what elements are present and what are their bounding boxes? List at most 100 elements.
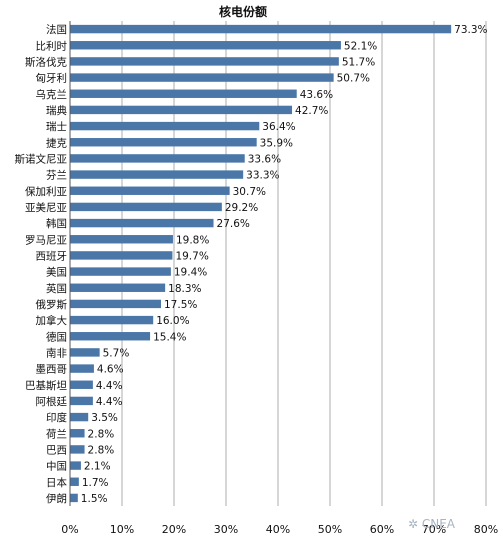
value-label: 15.4%	[153, 331, 186, 343]
bar	[70, 57, 339, 66]
bar	[70, 283, 166, 292]
value-label: 51.7%	[342, 56, 375, 68]
x-tick-label: 10%	[110, 523, 134, 536]
chart-title: 核电份额	[219, 4, 267, 19]
value-label: 73.3%	[454, 24, 487, 36]
value-labels: 73.3% 52.1% 51.7% 50.7% 43.6% 42.7%36.4% 35.9%…	[81, 24, 488, 505]
value-label: 2.8%	[88, 444, 115, 456]
value-label: 4.6%	[97, 364, 124, 376]
bar	[70, 396, 93, 406]
category-label: 亚美尼亚	[25, 201, 67, 214]
bar	[70, 251, 173, 260]
bar	[70, 332, 151, 341]
category-label: 罗马尼亚	[25, 234, 67, 246]
category-label: 荷兰	[46, 427, 67, 440]
category-label: 瑞典	[46, 104, 67, 117]
value-label: 35.9%	[260, 137, 293, 149]
bar	[70, 73, 334, 82]
bar	[70, 235, 173, 244]
value-label: 1.5%	[81, 493, 108, 505]
value-label: 33.6%	[248, 153, 281, 165]
bar	[70, 186, 230, 195]
value-label: 1.7%	[82, 477, 109, 489]
value-label: 4.4%	[96, 380, 123, 392]
bar	[70, 299, 161, 309]
value-label: 19.4%	[174, 267, 207, 279]
value-label: 36.4%	[262, 121, 295, 133]
value-label: 33.3%	[246, 170, 279, 182]
category-label: 乌克兰	[36, 88, 68, 101]
category-label: 斯洛伐克	[25, 55, 67, 68]
bar	[70, 380, 93, 389]
x-tick-label: 20%	[162, 523, 186, 536]
watermark: ✲ CNEA	[407, 517, 455, 531]
category-label: 南非	[46, 346, 67, 359]
category-label: 瑞士	[46, 120, 67, 133]
bar	[70, 154, 245, 163]
category-label: 巴西	[46, 444, 67, 456]
category-label: 印度	[46, 411, 67, 424]
category-label: 捷克	[46, 136, 67, 149]
category-label: 保加利亚	[25, 185, 67, 198]
category-label: 加拿大	[36, 314, 68, 327]
bar	[70, 429, 85, 438]
value-label: 27.6%	[217, 218, 250, 230]
bar	[70, 364, 94, 373]
category-label: 芬兰	[46, 169, 67, 182]
value-label: 2.8%	[88, 428, 115, 440]
bar	[70, 445, 85, 454]
bar	[70, 41, 341, 50]
category-label: 伊朗	[46, 493, 67, 505]
category-label: 巴基斯坦	[25, 379, 67, 392]
bar	[70, 170, 244, 179]
value-label: 19.7%	[175, 250, 208, 262]
bar	[70, 121, 260, 131]
bar	[70, 105, 293, 115]
category-label: 俄罗斯	[36, 298, 68, 311]
bar	[70, 24, 452, 34]
value-label: 30.7%	[233, 186, 266, 198]
bar	[70, 89, 297, 98]
value-label: 17.5%	[164, 299, 197, 311]
category-label: 中国	[46, 460, 67, 473]
bar	[70, 461, 81, 470]
bar	[70, 218, 214, 228]
x-tick-label: 70%	[422, 523, 446, 536]
bar	[70, 315, 154, 325]
value-label: 2.1%	[84, 461, 111, 473]
x-tick-labels: 0% 10% 20% 30% 40% 50% 60% 70% 80%	[61, 523, 498, 536]
category-label: 英国	[46, 282, 67, 295]
category-label: 比利时	[36, 39, 68, 52]
category-label: 匈牙利	[36, 72, 68, 85]
bar	[70, 493, 78, 503]
category-label: 阿根廷	[36, 395, 68, 408]
value-label: 50.7%	[337, 73, 370, 85]
category-labels: 法国比利时斯洛伐克匈牙利乌克兰瑞典瑞士捷克斯诺文尼亚芬兰保加利亚亚美尼亚韩国罗马…	[15, 23, 68, 505]
value-label: 16.0%	[156, 315, 189, 327]
bar	[70, 477, 79, 486]
category-label: 墨西哥	[36, 364, 68, 376]
x-tick-label: 30%	[214, 523, 238, 536]
bar	[70, 412, 89, 422]
x-tick-label: 40%	[266, 523, 290, 536]
x-tick-label: 0%	[61, 523, 78, 536]
gridlines	[121, 21, 487, 506]
x-tick-label: 80%	[474, 523, 498, 536]
bar	[70, 348, 100, 357]
bar	[70, 202, 222, 212]
value-label: 42.7%	[295, 105, 328, 117]
category-label: 西班牙	[36, 250, 68, 262]
value-label: 19.8%	[176, 234, 209, 246]
x-tick-label: 50%	[318, 523, 342, 536]
value-label: 43.6%	[300, 89, 333, 101]
category-label: 美国	[46, 266, 67, 279]
bar	[70, 138, 257, 147]
value-label: 18.3%	[168, 283, 201, 295]
watermark-logo-icon: ✲	[407, 517, 422, 531]
value-label: 4.4%	[96, 396, 123, 408]
category-label: 斯诺文尼亚	[15, 152, 68, 165]
category-label: 日本	[46, 476, 67, 489]
category-label: 法国	[46, 23, 67, 36]
bar	[70, 267, 171, 276]
